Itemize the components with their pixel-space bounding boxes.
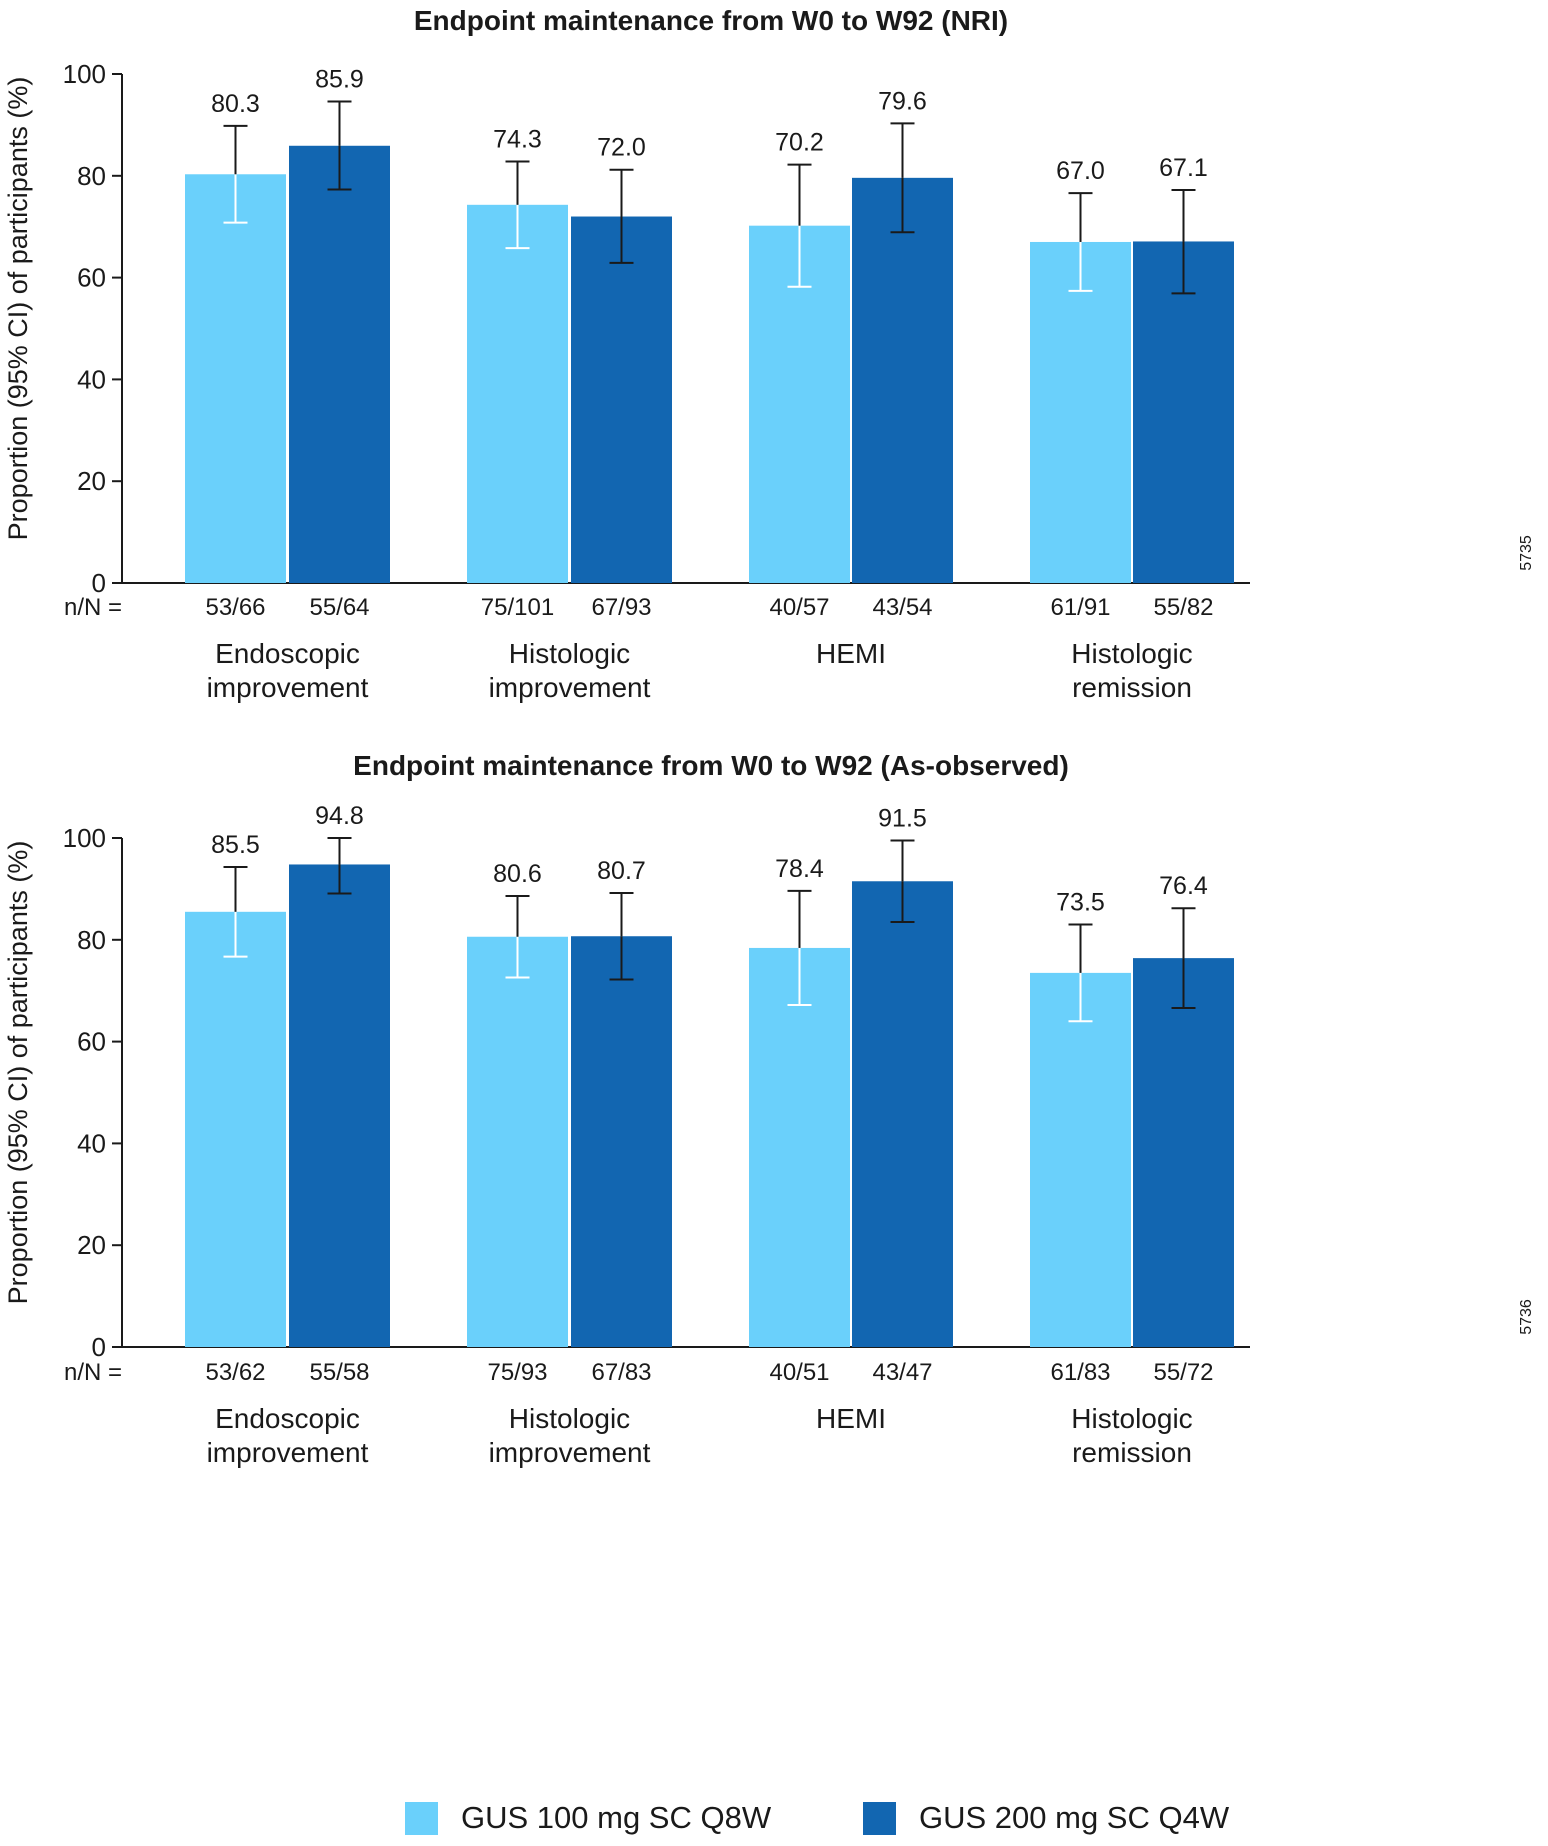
chart-title: Endpoint maintenance from W0 to W92 (As-… (353, 750, 1069, 781)
y-axis-label: Proportion (95% CI) of participants (%) (3, 841, 33, 1305)
data-label: 94.8 (315, 802, 364, 830)
category-label: HEMI (816, 1403, 886, 1434)
nN-label: 53/66 (205, 594, 265, 621)
y-tick-label: 80 (77, 925, 106, 955)
chart-panel-2: Endpoint maintenance from W0 to W92 (As-… (3, 750, 1535, 1468)
data-label: 67.0 (1056, 157, 1105, 185)
nN-label: 61/83 (1050, 1359, 1110, 1386)
y-tick-label: 100 (63, 823, 106, 853)
data-label: 67.1 (1159, 154, 1208, 182)
nN-label: 43/54 (872, 594, 932, 621)
bar (467, 936, 568, 1347)
data-label: 85.5 (211, 831, 260, 859)
bar (185, 174, 286, 583)
y-tick-label: 60 (77, 1027, 106, 1057)
bar (289, 864, 390, 1347)
y-tick-label: 0 (92, 1332, 106, 1362)
category-label: Endoscopic (215, 638, 360, 669)
bar (1133, 958, 1234, 1347)
category-label: remission (1072, 672, 1192, 703)
nN-label: 67/83 (591, 1359, 651, 1386)
category-label: improvement (489, 672, 651, 703)
nN-label: 53/62 (205, 1359, 265, 1386)
data-label: 79.6 (878, 87, 927, 115)
data-label: 80.3 (211, 90, 260, 118)
data-label: 80.6 (493, 860, 542, 888)
legend-label: GUS 100 mg SC Q8W (461, 1800, 772, 1835)
y-tick-label: 60 (77, 263, 106, 293)
nN-label: 55/58 (309, 1359, 369, 1386)
data-label: 85.9 (315, 65, 364, 93)
category-label: improvement (207, 1437, 369, 1468)
data-label: 91.5 (878, 805, 927, 833)
chart-panel-1: Endpoint maintenance from W0 to W92 (NRI… (3, 5, 1535, 703)
y-tick-label: 80 (77, 161, 106, 191)
category-label: Histologic (1071, 638, 1192, 669)
data-label: 70.2 (775, 129, 824, 157)
y-axis-label: Proportion (95% CI) of participants (%) (3, 77, 33, 541)
bar (185, 911, 286, 1347)
y-tick-label: 40 (77, 1128, 106, 1158)
side-code: 5736 (1518, 1299, 1535, 1335)
y-tick-label: 100 (63, 59, 106, 89)
nN-label: 40/51 (769, 1359, 829, 1386)
legend: GUS 100 mg SC Q8W GUS 200 mg SC Q4W (0, 1800, 1548, 1846)
category-label: Histologic (509, 638, 630, 669)
category-label: improvement (489, 1437, 651, 1468)
data-label: 73.5 (1056, 889, 1105, 917)
nN-prefix: n/N = (64, 1359, 122, 1386)
nN-label: 75/101 (481, 594, 554, 621)
data-label: 80.7 (597, 857, 646, 885)
category-label: Histologic (509, 1403, 630, 1434)
nN-label: 55/64 (309, 594, 369, 621)
category-label: improvement (207, 672, 369, 703)
nN-label: 75/93 (487, 1359, 547, 1386)
category-label: Histologic (1071, 1403, 1192, 1434)
legend-swatch-dark (863, 1801, 896, 1835)
category-label: remission (1072, 1437, 1192, 1468)
nN-label: 40/57 (769, 594, 829, 621)
bar (467, 204, 568, 584)
nN-label: 55/72 (1153, 1359, 1213, 1386)
data-label: 74.3 (493, 126, 542, 154)
legend-item-gus-200: GUS 200 mg SC Q4W (863, 1800, 1229, 1836)
bar (1133, 241, 1234, 583)
chart-title: Endpoint maintenance from W0 to W92 (NRI… (414, 5, 1008, 36)
y-tick-label: 0 (92, 568, 106, 598)
bar (749, 947, 850, 1347)
bar (571, 216, 672, 583)
data-label: 78.4 (775, 855, 824, 883)
nN-label: 67/93 (591, 594, 651, 621)
y-tick-label: 40 (77, 364, 106, 394)
bar (852, 881, 953, 1347)
legend-label: GUS 200 mg SC Q4W (919, 1800, 1230, 1835)
data-label: 76.4 (1159, 872, 1208, 900)
nN-label: 43/47 (872, 1359, 932, 1386)
category-label: HEMI (816, 638, 886, 669)
data-label: 72.0 (597, 134, 646, 162)
side-code: 5735 (1518, 535, 1535, 571)
bar (571, 936, 672, 1347)
nN-prefix: n/N = (64, 594, 122, 621)
nN-label: 55/82 (1153, 594, 1213, 621)
legend-item-gus-100: GUS 100 mg SC Q8W (405, 1800, 771, 1836)
bar (1030, 972, 1131, 1347)
bar (289, 145, 390, 584)
y-tick-label: 20 (77, 466, 106, 496)
bar (1030, 241, 1131, 583)
bar (852, 177, 953, 583)
category-label: Endoscopic (215, 1403, 360, 1434)
y-tick-label: 20 (77, 1230, 106, 1260)
legend-swatch-light (405, 1801, 438, 1835)
nN-label: 61/91 (1050, 594, 1110, 621)
